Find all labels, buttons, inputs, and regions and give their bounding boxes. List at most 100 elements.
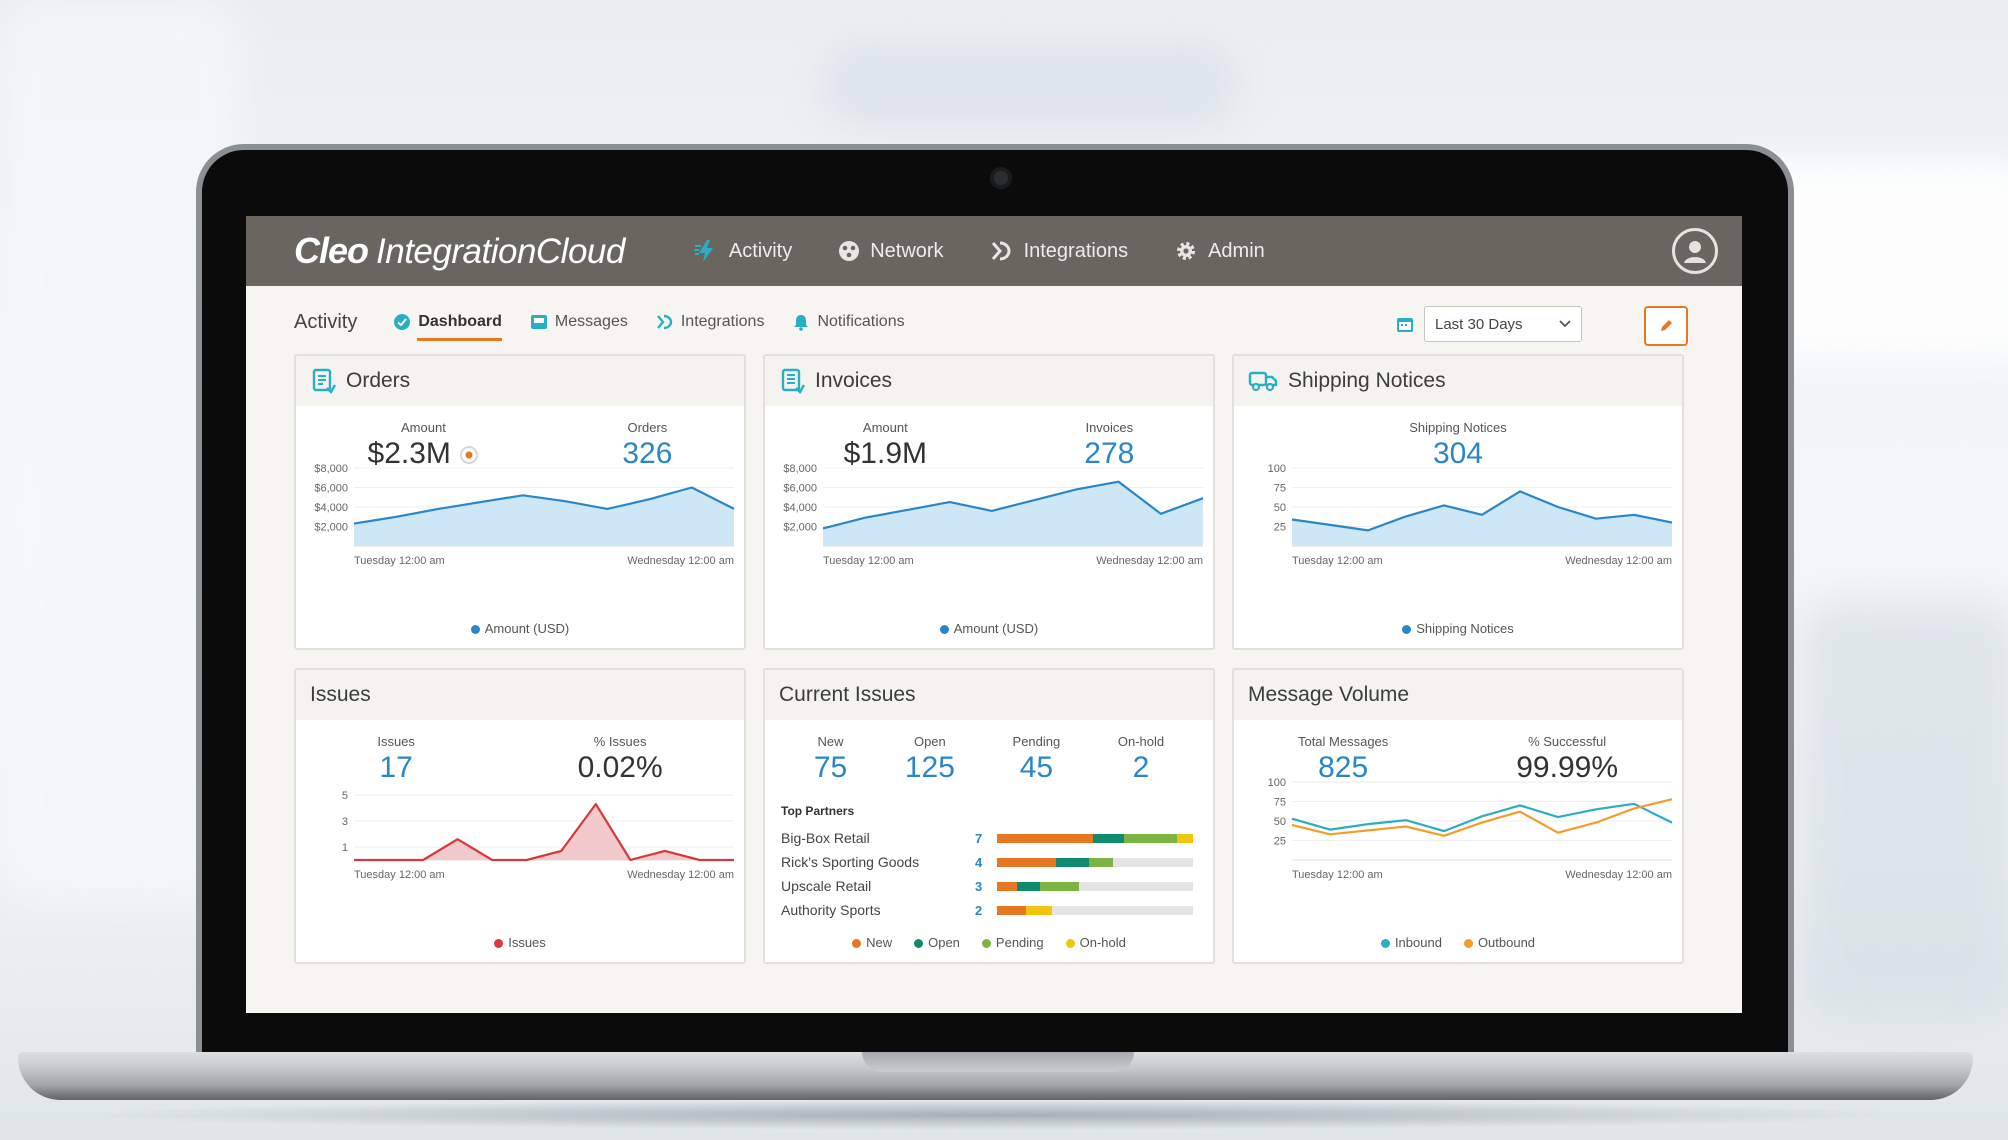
y-tick-label: $6,000 <box>783 483 817 495</box>
open-stat: Open 125 <box>905 734 955 785</box>
current-issues-card[interactable]: Current Issues New 75 Open 125 Pending 4… <box>763 668 1215 964</box>
partner-count: 3 <box>975 878 983 894</box>
y-tick-label: $4,000 <box>783 502 817 514</box>
info-dot-icon[interactable] <box>459 445 479 465</box>
series-area <box>354 804 734 860</box>
truck-icon <box>1248 371 1278 392</box>
integrations-icon <box>656 314 673 330</box>
nav-admin[interactable]: Admin <box>1174 239 1265 263</box>
message-volume-card[interactable]: Message Volume Total Messages 825 % Succ… <box>1232 668 1684 964</box>
shipping-area-chart: 100 75 50 25 Tuesday 12:00 am Wednesday 12:00… <box>1268 463 1673 567</box>
tab-integrations[interactable]: Integrations <box>656 307 764 337</box>
edit-dashboard-button[interactable] <box>1644 306 1688 346</box>
top-partners-title: Top Partners <box>781 804 855 818</box>
issues-card-title: Issues <box>310 683 371 706</box>
y-tick-label: $6,000 <box>314 483 348 495</box>
issues-card[interactable]: Issues Issues 17 % Issues 0.02% 5 3 1 Tuesd… <box>294 668 746 964</box>
y-tick-label: 3 <box>342 816 348 828</box>
series-line <box>1291 802 1673 833</box>
stat-value: 0.02% <box>577 751 663 784</box>
inbox-icon <box>530 315 547 329</box>
orders-card[interactable]: Orders Amount $2.3M Orders 326 $8,000 $6,… <box>294 354 746 650</box>
bar-segment-onhold <box>1177 833 1193 843</box>
x-tick-label: Wednesday 12:00 am <box>1565 869 1672 881</box>
legend-item: Issues <box>494 935 546 950</box>
partner-row[interactable]: Rick's Sporting Goods 4 <box>781 850 1201 874</box>
x-tick-label: Wednesday 12:00 am <box>1096 555 1203 567</box>
background-blur-top <box>820 40 1240 130</box>
logo-bold-text: Cleo <box>294 230 369 271</box>
nav-network[interactable]: Network <box>838 239 944 263</box>
tab-messages[interactable]: Messages <box>530 307 628 337</box>
shipping-legend: Shipping Notices <box>1234 621 1682 636</box>
stat-value: 45 <box>1019 751 1054 784</box>
nav-network-label: Network <box>870 239 944 262</box>
user-avatar[interactable] <box>1672 228 1718 274</box>
partner-row[interactable]: Upscale Retail 3 <box>781 874 1201 898</box>
legend-item: On-hold <box>1065 935 1126 950</box>
top-partners-list: Top Partners Big-Box Retail 7 Rick's Sport… <box>781 804 1201 922</box>
integrations-icon <box>991 241 1011 261</box>
message-volume-stats: Total Messages 825 % Successful 99.99% <box>1234 720 1682 785</box>
tab-notifications[interactable]: Notifications <box>792 307 905 337</box>
stat-label: On-hold <box>1117 734 1165 749</box>
partner-count: 4 <box>975 854 983 870</box>
message-volume-card-title: Message Volume <box>1248 683 1410 706</box>
section-title: Activity <box>294 310 358 333</box>
series-area <box>1292 491 1672 546</box>
partner-row[interactable]: Big-Box Retail 7 <box>781 826 1201 850</box>
orders-stats: Amount $2.3M Orders 326 <box>296 406 744 471</box>
y-tick-label: $2,000 <box>783 522 817 534</box>
orders-amount-stat: Amount $2.3M <box>368 420 480 471</box>
partner-name: Rick's Sporting Goods <box>781 854 920 870</box>
y-tick-label: 5 <box>342 790 348 802</box>
invoices-card[interactable]: Invoices Amount $1.9M Invoices 278 $8,00… <box>763 354 1215 650</box>
tab-dashboard[interactable]: Dashboard <box>393 307 502 341</box>
dashboard-icon <box>394 314 411 330</box>
nav-activity[interactable]: Activity <box>693 238 792 264</box>
orders-icon <box>312 368 336 394</box>
issues-legend: Issues <box>296 935 744 950</box>
total-messages-stat: Total Messages 825 <box>1298 734 1388 785</box>
shipping-notices-card[interactable]: Shipping Notices Shipping Notices 304 10… <box>1232 354 1684 650</box>
new-stat: New 75 <box>814 734 847 785</box>
series-line <box>354 803 734 862</box>
network-icon <box>839 241 860 261</box>
invoices-legend: Amount (USD) <box>765 621 1213 636</box>
app-logo[interactable]: Cleo IntegrationCloud <box>294 230 625 272</box>
orders-card-title: Orders <box>346 369 411 392</box>
invoices-count-stat: Invoices 278 <box>1084 420 1134 471</box>
logo-light-text: IntegrationCloud <box>376 232 625 271</box>
nav-integrations[interactable]: Integrations <box>990 240 1128 263</box>
issues-area-chart: 5 3 1 Tuesday 12:00 am Wednesday 12:00 am <box>342 790 734 881</box>
bolt-icon <box>693 240 713 262</box>
x-tick-label: Tuesday 12:00 am <box>823 555 914 567</box>
stat-label: Pending <box>1012 734 1061 749</box>
bar-segment-onhold <box>1026 905 1052 915</box>
success-rate-stat: % Successful 99.99% <box>1516 734 1618 785</box>
y-tick-label: 100 <box>1268 463 1286 475</box>
date-range-select[interactable]: Last 30 Days <box>1424 306 1582 342</box>
x-tick-label: Wednesday 12:00 am <box>1565 555 1672 567</box>
y-tick-label: 50 <box>1274 816 1286 828</box>
y-tick-label: 75 <box>1274 797 1286 809</box>
partner-count: 2 <box>975 902 983 918</box>
orders-legend: Amount (USD) <box>296 621 744 636</box>
bar-segment-pending <box>1089 857 1113 867</box>
stat-label: % Issues <box>593 734 647 749</box>
series-area <box>823 481 1203 546</box>
invoices-area-chart: $8,000 $6,000 $4,000 $2,000 Tuesday 12:00 am… <box>783 463 1204 567</box>
legend-item: New <box>852 935 892 950</box>
bar-segment-pending <box>1040 881 1080 891</box>
stat-label: Amount <box>401 420 446 435</box>
current-issues-card-title: Current Issues <box>779 683 916 706</box>
y-tick-label: 25 <box>1274 522 1286 534</box>
chevron-down-icon <box>1559 320 1571 328</box>
bar-segment-new <box>997 857 1056 867</box>
y-tick-label: $4,000 <box>314 502 348 514</box>
sub-navigation: Activity Dashboard Messages Integrations <box>246 286 1742 358</box>
orders-count-stat: Orders 326 <box>622 420 672 471</box>
tab-dashboard-label: Dashboard <box>418 313 502 330</box>
app-screen: Cleo IntegrationCloud Activity Network I… <box>246 216 1742 1013</box>
partner-row[interactable]: Authority Sports 2 <box>781 898 1201 922</box>
